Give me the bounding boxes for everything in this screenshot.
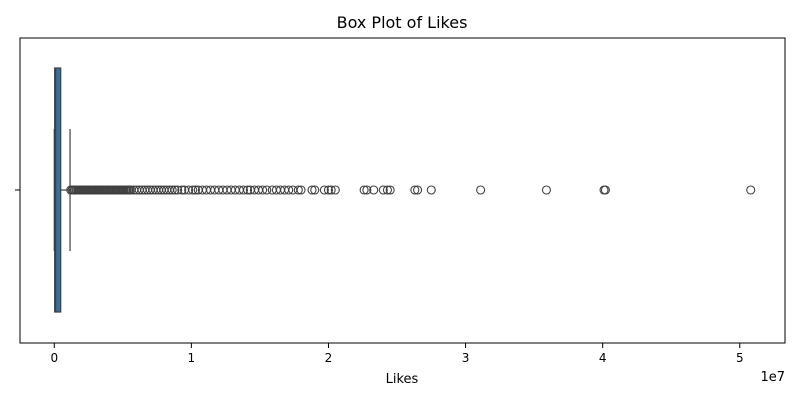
x-axis-tick-label: 3 [462, 351, 470, 365]
outlier-point [385, 185, 395, 195]
x-axis-label: Likes [386, 372, 419, 387]
outlier-point [746, 185, 756, 195]
outlier-point [378, 185, 388, 195]
outlier-point [177, 185, 187, 195]
outlier-point [296, 185, 306, 195]
outlier-point [170, 185, 180, 195]
outlier-point [326, 185, 336, 195]
outlier-point [330, 185, 340, 195]
x-axis-tick-label: 1 [188, 351, 196, 365]
outlier-point [413, 185, 423, 195]
outlier-point [167, 185, 177, 195]
outlier-point [426, 185, 436, 195]
outlier-point [600, 185, 610, 195]
outlier-point [258, 185, 268, 195]
outlier-point [184, 185, 194, 195]
outlier-point [262, 185, 272, 195]
x-axis-tick-label: 4 [599, 351, 607, 365]
outlier-point [307, 185, 317, 195]
x-axis-offset-text: 1e7 [760, 370, 785, 385]
outlier-point [188, 185, 198, 195]
x-axis-tick-label: 0 [50, 351, 58, 365]
outlier-point [359, 185, 369, 195]
outlier-point [173, 185, 183, 195]
outlier-point [410, 185, 420, 195]
outlier-point [238, 185, 249, 195]
x-axis-tick-label: 5 [736, 351, 744, 365]
outlier-point [284, 185, 294, 195]
outlier-point [319, 185, 329, 195]
outlier-point [293, 185, 303, 195]
outlier-point [362, 185, 372, 195]
plot-area [53, 67, 756, 313]
interquartile-box [54, 67, 62, 313]
outlier-point [323, 185, 334, 195]
x-axis-tick-label: 2 [325, 351, 333, 365]
outlier-point [243, 185, 253, 195]
chart-title: Box Plot of Likes [337, 13, 468, 32]
outlier-point [382, 185, 392, 195]
outlier-point [369, 185, 379, 195]
x-axis: 0 1 2 3 4 5 [15, 189, 744, 365]
outlier-point [190, 185, 201, 195]
outlier-point [541, 185, 552, 195]
outlier-point [476, 185, 486, 195]
outlier-point [310, 185, 320, 195]
